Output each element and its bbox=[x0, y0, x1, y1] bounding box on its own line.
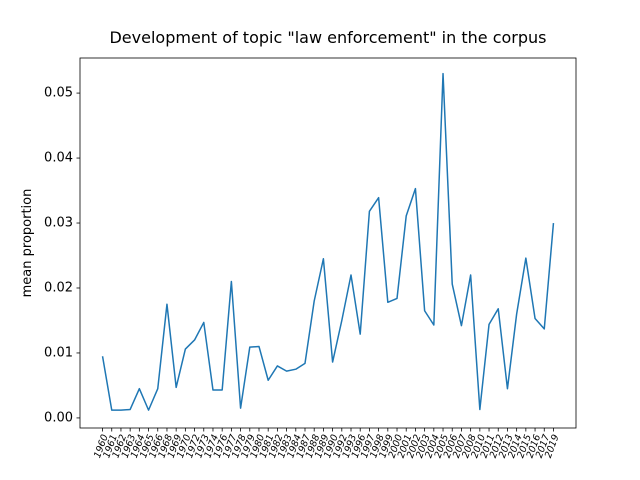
plot-frame bbox=[79, 57, 577, 429]
chart-title: Development of topic "law enforcement" i… bbox=[109, 28, 546, 47]
y-axis-label: mean proportion bbox=[20, 189, 35, 298]
y-tick-label: 0.05 bbox=[44, 86, 73, 101]
y-tick-label: 0.02 bbox=[44, 280, 73, 295]
y-tick-label: 0.03 bbox=[44, 216, 73, 231]
data-line bbox=[101, 72, 555, 411]
y-tick-label: 0.01 bbox=[44, 345, 73, 360]
y-tick-label: 0.00 bbox=[44, 410, 73, 425]
y-tick-label: 0.04 bbox=[44, 151, 73, 166]
